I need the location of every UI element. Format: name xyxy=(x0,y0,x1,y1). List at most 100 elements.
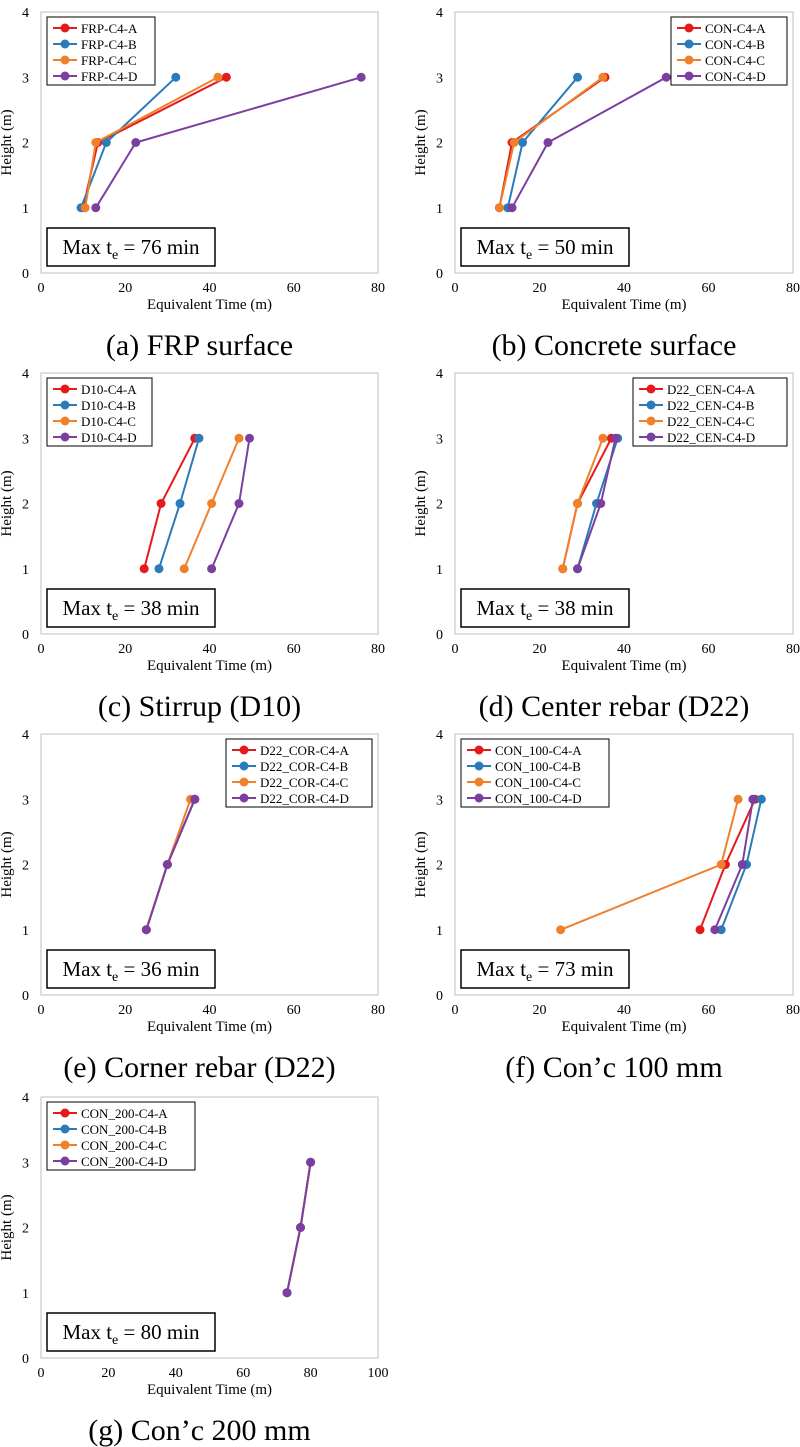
y-tick-label: 0 xyxy=(22,989,29,1004)
data-point xyxy=(306,1157,316,1167)
max-te-annotation: Max te = 36 min xyxy=(46,949,216,989)
legend-marker xyxy=(684,23,694,33)
y-axis-label: Height (m) xyxy=(0,1194,15,1260)
legend-entry: CON_200-C4-D xyxy=(81,1154,168,1169)
legend-marker xyxy=(60,1156,70,1166)
annotation-box xyxy=(46,227,216,267)
x-tick-label: 40 xyxy=(203,1003,217,1018)
y-tick-label: 2 xyxy=(22,137,29,152)
legend-entry: CON-C4-A xyxy=(705,21,766,36)
annotation-text: Max te = 50 min xyxy=(476,235,614,263)
annotation-text: Max te = 36 min xyxy=(62,957,200,985)
data-point xyxy=(141,925,151,935)
x-axis-label: Equivalent Time (m) xyxy=(147,1019,272,1035)
annotation-subscript: e xyxy=(112,970,118,985)
legend-entry: D22_CEN-C4-C xyxy=(667,414,754,429)
data-point xyxy=(221,72,231,82)
data-point xyxy=(558,564,568,574)
data-point xyxy=(295,1223,305,1232)
legend-marker xyxy=(646,416,656,426)
legend-entry: D22_CEN-C4-D xyxy=(667,430,755,445)
panel-caption: (c) Stirrup (D10) xyxy=(98,690,301,723)
y-axis-label: Height (m) xyxy=(413,470,429,536)
legend-marker xyxy=(60,1124,70,1134)
legend-marker xyxy=(239,745,249,755)
data-point xyxy=(139,564,149,574)
legend-marker xyxy=(239,777,249,787)
data-point xyxy=(101,138,111,147)
panel-caption: (d) Center rebar (D22) xyxy=(479,690,750,723)
legend-marker xyxy=(60,400,70,410)
x-tick-label: 80 xyxy=(371,1003,385,1018)
chart-panel-4: 0 20 40 60 80 0 1 2 3 4 Equivalent Time (m) Height … xyxy=(413,367,800,723)
x-tick-label: 40 xyxy=(203,642,217,657)
legend-entry: CON_200-C4-B xyxy=(81,1122,167,1137)
legend-entry: D10-C4-C xyxy=(81,414,136,429)
max-te-annotation: Max te = 80 min xyxy=(46,1312,216,1352)
y-tick-label: 4 xyxy=(436,6,443,21)
x-tick-label: 60 xyxy=(702,642,716,657)
chart-panel-5: 0 20 40 60 80 0 1 2 3 4 Equivalent Time (m) Height … xyxy=(0,728,385,1084)
x-tick-label: 80 xyxy=(786,281,800,296)
legend-entry: D22_COR-C4-C xyxy=(260,775,348,790)
y-tick-label: 2 xyxy=(22,1222,29,1237)
y-tick-label: 1 xyxy=(436,202,443,217)
y-tick-label: 3 xyxy=(22,71,29,86)
max-te-annotation: Max te = 73 min xyxy=(460,949,630,989)
x-tick-label: 20 xyxy=(118,1003,132,1018)
chart-panel-7: 0 20 40 60 80 100 0 1 2 3 4 Equivalent Time (m) Heig… xyxy=(0,1091,389,1447)
annotation-prefix: Max t xyxy=(62,957,112,981)
legend-entry: CON_100-C4-A xyxy=(495,743,582,758)
annotation-prefix: Max t xyxy=(476,957,526,981)
x-tick-label: 80 xyxy=(371,642,385,657)
data-point xyxy=(213,72,223,82)
x-tick-label: 60 xyxy=(287,1003,301,1018)
chart-panel-6: 0 20 40 60 80 0 1 2 3 4 Equivalent Time (m) Height … xyxy=(413,728,800,1084)
y-tick-label: 1 xyxy=(22,924,29,939)
annotation-box xyxy=(460,588,630,628)
x-axis-label: Equivalent Time (m) xyxy=(562,297,687,313)
x-tick-label: 80 xyxy=(786,1003,800,1018)
panel-caption: (b) Concrete surface xyxy=(492,329,737,362)
y-tick-label: 1 xyxy=(22,563,29,578)
y-tick-label: 2 xyxy=(436,498,443,513)
y-tick-label: 3 xyxy=(436,432,443,447)
annotation-subscript: e xyxy=(526,970,532,985)
data-point xyxy=(156,499,166,508)
x-tick-label: 0 xyxy=(38,1003,45,1018)
legend-marker xyxy=(60,23,70,33)
data-point xyxy=(733,794,743,804)
legend: CON_200-C4-ACON_200-C4-BCON_200-C4-CCON_… xyxy=(46,1101,196,1171)
panel-caption: (f) Con’c 100 mm xyxy=(505,1051,722,1084)
y-axis-label: Height (m) xyxy=(413,831,429,897)
legend-marker xyxy=(239,761,249,771)
y-tick-label: 4 xyxy=(436,728,443,743)
data-point xyxy=(611,433,621,443)
series-line xyxy=(143,437,196,570)
y-tick-label: 2 xyxy=(22,859,29,874)
x-tick-label: 20 xyxy=(101,1366,115,1381)
y-tick-label: 1 xyxy=(436,563,443,578)
annotation-subscript: e xyxy=(526,609,532,624)
x-tick-label: 80 xyxy=(304,1366,318,1381)
x-tick-label: 40 xyxy=(617,642,631,657)
y-tick-label: 2 xyxy=(436,137,443,152)
plot-area xyxy=(40,1096,379,1359)
x-tick-label: 60 xyxy=(702,1003,716,1018)
legend-entry: CON_200-C4-A xyxy=(81,1106,168,1121)
legend-entry: CON_200-C4-C xyxy=(81,1138,167,1153)
data-point xyxy=(509,138,519,147)
data-point xyxy=(748,794,758,804)
legend: D22_CEN-C4-AD22_CEN-C4-BD22_CEN-C4-CD22_… xyxy=(632,377,788,447)
legend-marker xyxy=(684,39,694,49)
annotation-box xyxy=(46,588,216,628)
annotation-prefix: Max t xyxy=(62,235,112,259)
legend-entry: FRP-C4-B xyxy=(81,37,137,52)
x-axis-label: Equivalent Time (m) xyxy=(562,658,687,674)
x-tick-label: 20 xyxy=(533,1003,547,1018)
annotation-subscript: e xyxy=(112,609,118,624)
y-axis-label: Height (m) xyxy=(413,109,429,175)
legend-entry: CON_100-C4-B xyxy=(495,759,581,774)
